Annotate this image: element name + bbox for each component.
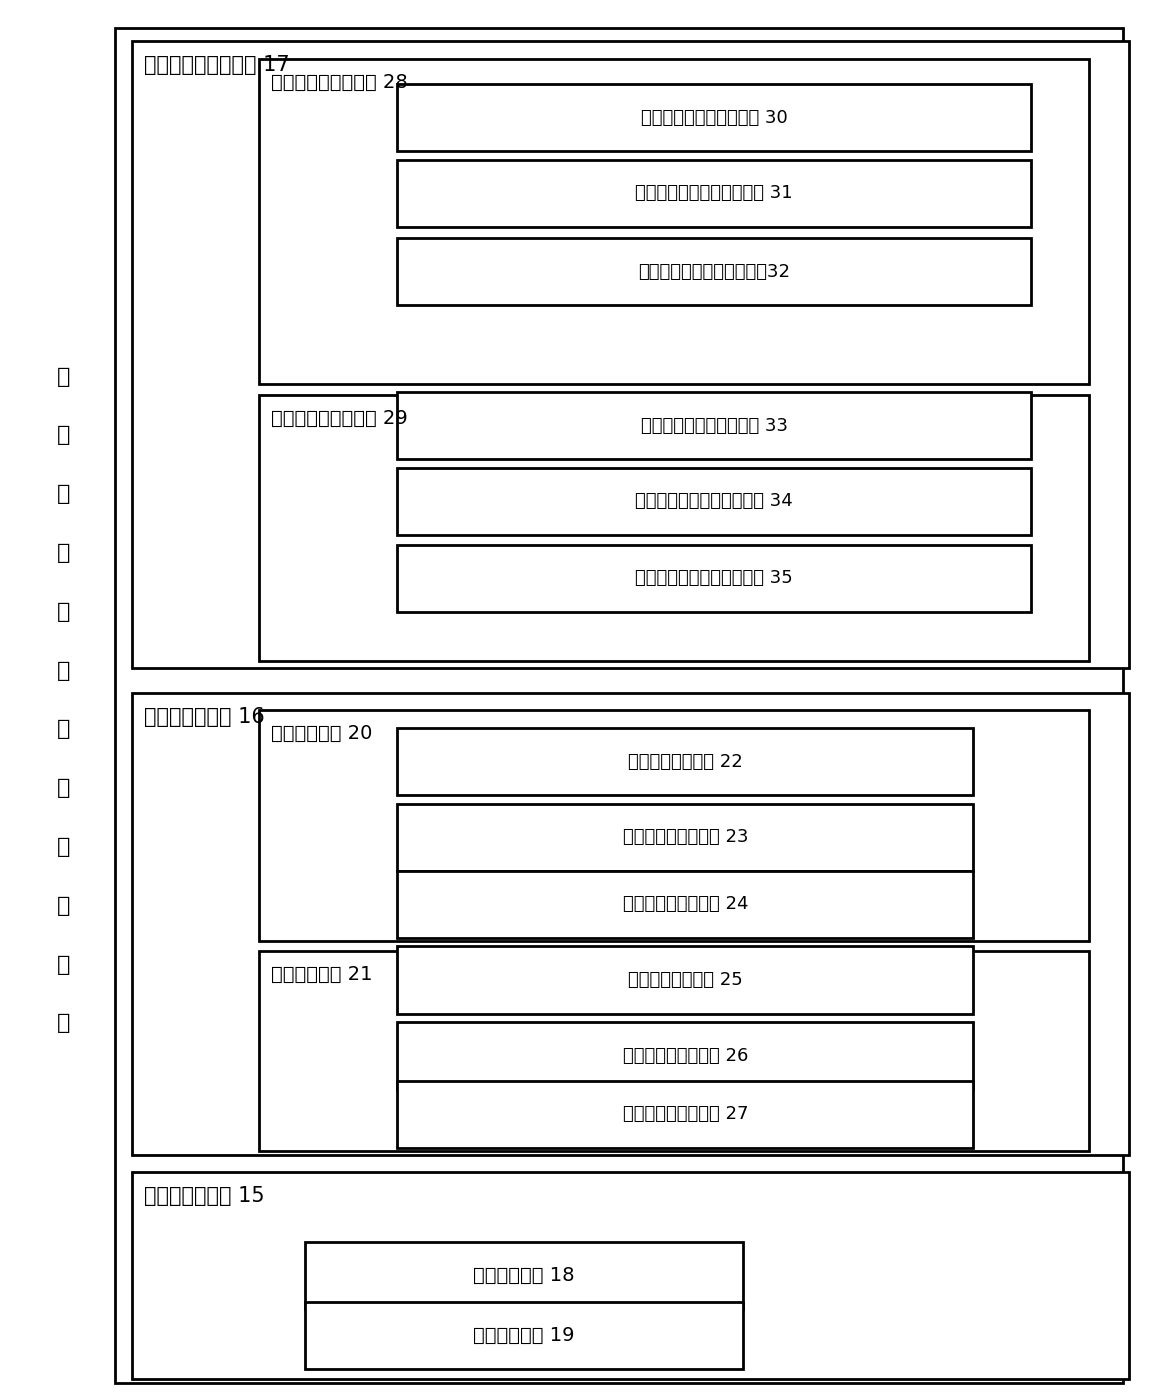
Text: 主刀电磁离合器遥控回路 33: 主刀电磁离合器遥控回路 33 — [641, 417, 788, 434]
Bar — [132, 1172, 1129, 1379]
Bar — [397, 1081, 973, 1148]
Bar — [397, 545, 1031, 612]
Text: 刀: 刀 — [56, 426, 70, 445]
Bar — [132, 693, 1129, 1155]
Text: 左地刀电磁离合器近控回路 31: 左地刀电磁离合器近控回路 31 — [636, 185, 793, 202]
Text: 主刀电磁离合器近控回路 30: 主刀电磁离合器近控回路 30 — [641, 109, 788, 126]
Text: 右地刀遥控合闸回路 24: 右地刀遥控合闸回路 24 — [623, 896, 748, 913]
Bar — [397, 468, 1031, 535]
Text: 主: 主 — [56, 367, 70, 386]
Text: 制: 制 — [56, 896, 70, 916]
Bar — [397, 160, 1031, 227]
Text: 右地刀电磁离合器近控回路32: 右地刀电磁离合器近控回路32 — [638, 263, 790, 280]
Text: 右地刀遥控分闸回路 27: 右地刀遥控分闸回路 27 — [623, 1106, 748, 1123]
Text: 接: 接 — [56, 543, 70, 563]
Text: 遥控分合闸回路 16: 遥控分合闸回路 16 — [144, 707, 265, 727]
Text: 统: 统 — [56, 1014, 70, 1033]
Text: 遥控合闸回路 20: 遥控合闸回路 20 — [271, 724, 372, 743]
Text: 近控分闸回路 19: 近控分闸回路 19 — [473, 1326, 575, 1345]
Text: 左地刀电磁离合器遥控回路 34: 左地刀电磁离合器遥控回路 34 — [636, 493, 793, 510]
Bar — [397, 238, 1031, 305]
Bar — [397, 804, 973, 871]
Bar — [397, 392, 1031, 459]
Text: －: － — [56, 484, 70, 504]
Bar — [259, 951, 1089, 1151]
Bar — [305, 1242, 743, 1309]
Text: 刀: 刀 — [56, 661, 70, 680]
Bar — [259, 395, 1089, 661]
Bar — [132, 41, 1129, 668]
Text: 近控合闸回路 18: 近控合闸回路 18 — [473, 1266, 575, 1285]
Text: 右地刀电磁离合器遥控回路 35: 右地刀电磁离合器遥控回路 35 — [636, 570, 793, 587]
Text: 左地刀遥控分闸回路 26: 左地刀遥控分闸回路 26 — [623, 1047, 748, 1064]
Text: 主刀遥控合闸回路 22: 主刀遥控合闸回路 22 — [628, 753, 743, 770]
Text: 电磁离合器控制回路 17: 电磁离合器控制回路 17 — [144, 55, 289, 74]
Text: 控: 控 — [56, 837, 70, 857]
Text: 近控分合闸回路 15: 近控分合闸回路 15 — [144, 1186, 265, 1205]
Text: 电磁离合器近控回路 28: 电磁离合器近控回路 28 — [271, 73, 408, 92]
Bar — [259, 710, 1089, 941]
Bar — [397, 84, 1031, 151]
Bar — [259, 59, 1089, 384]
Bar — [115, 28, 1123, 1383]
Text: 电磁离合器遥控回路 29: 电磁离合器遥控回路 29 — [271, 409, 408, 428]
Text: 系: 系 — [56, 955, 70, 974]
Bar — [397, 946, 973, 1014]
Text: 遥控分闸回路 21: 遥控分闸回路 21 — [271, 965, 372, 984]
Bar — [305, 1302, 743, 1369]
Text: 地: 地 — [56, 602, 70, 622]
Text: 作: 作 — [56, 778, 70, 798]
Text: 主刀遥控分闸回路 25: 主刀遥控分闸回路 25 — [628, 972, 743, 988]
Bar — [397, 1022, 973, 1089]
Bar — [397, 728, 973, 795]
Bar — [397, 871, 973, 938]
Text: 左地刀遥控合闸回路 23: 左地刀遥控合闸回路 23 — [623, 829, 748, 846]
Text: 操: 操 — [56, 720, 70, 739]
